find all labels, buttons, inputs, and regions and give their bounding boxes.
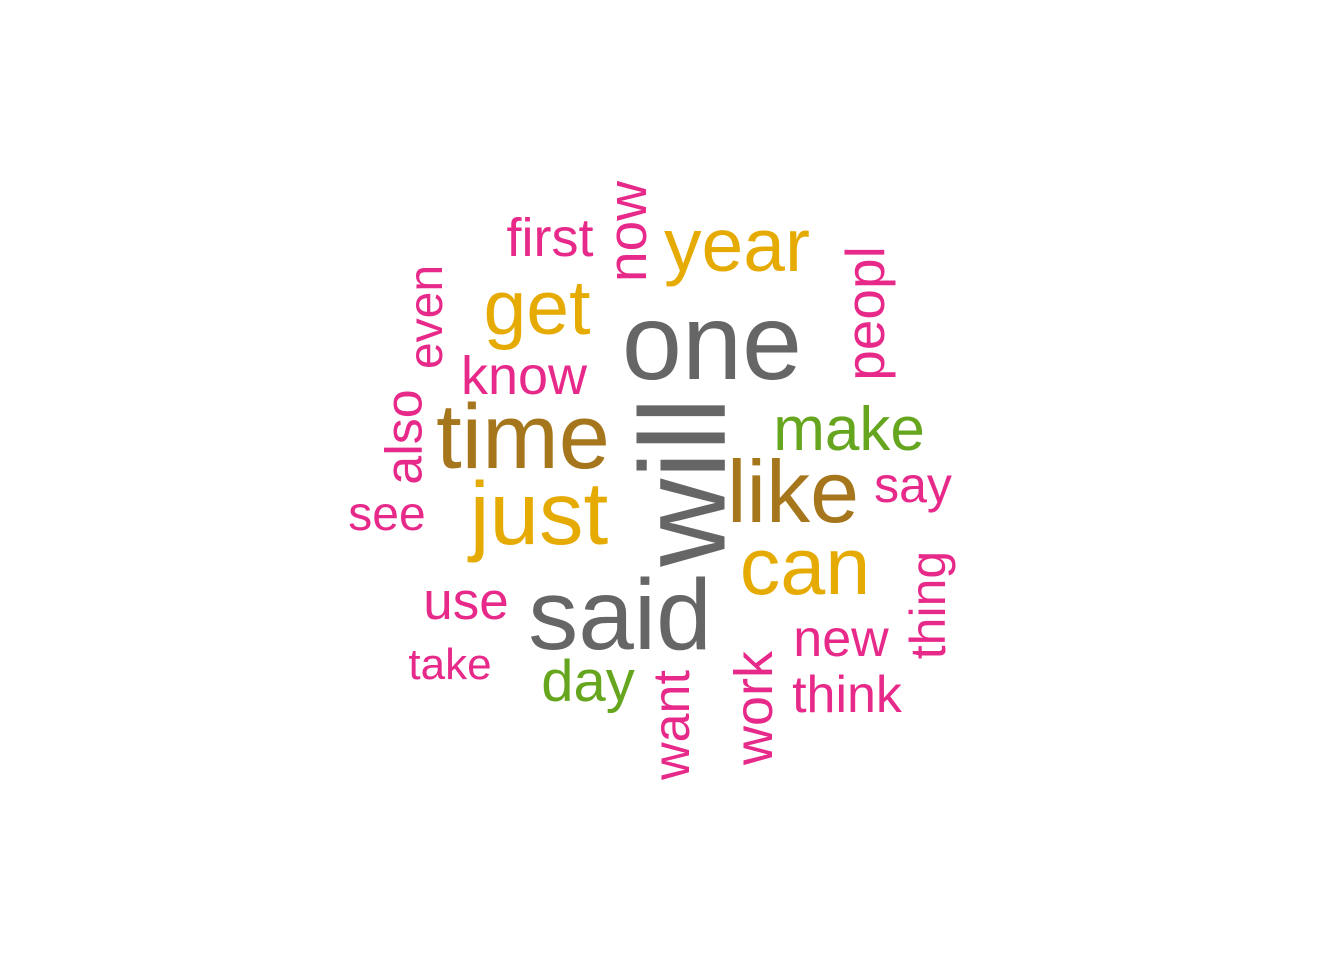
word-year: year <box>664 202 810 287</box>
word-work: work <box>723 650 784 766</box>
word-peopl: peopl <box>833 245 896 381</box>
word-now: now <box>595 180 658 282</box>
word-first: first <box>506 208 594 268</box>
word-day: day <box>541 649 635 714</box>
word-can: can <box>739 521 871 612</box>
word-want: want <box>643 670 701 780</box>
word-new: new <box>793 610 889 668</box>
word-just: just <box>469 462 609 563</box>
word-know: know <box>460 346 588 406</box>
word-thing: thing <box>900 550 956 660</box>
word-even: even <box>400 264 453 370</box>
word-take: take <box>408 640 492 689</box>
word-like: like <box>726 442 860 541</box>
word-one: one <box>621 281 803 402</box>
word-time: time <box>436 386 610 488</box>
word-will: will <box>614 397 751 567</box>
word-think: think <box>792 666 902 724</box>
word-also: also <box>376 389 434 485</box>
word-use: use <box>423 571 509 631</box>
word-say: say <box>874 457 952 513</box>
word-said: said <box>528 559 712 671</box>
word-see: see <box>348 488 426 541</box>
word-make: make <box>773 395 925 464</box>
word-get: get <box>483 264 591 351</box>
